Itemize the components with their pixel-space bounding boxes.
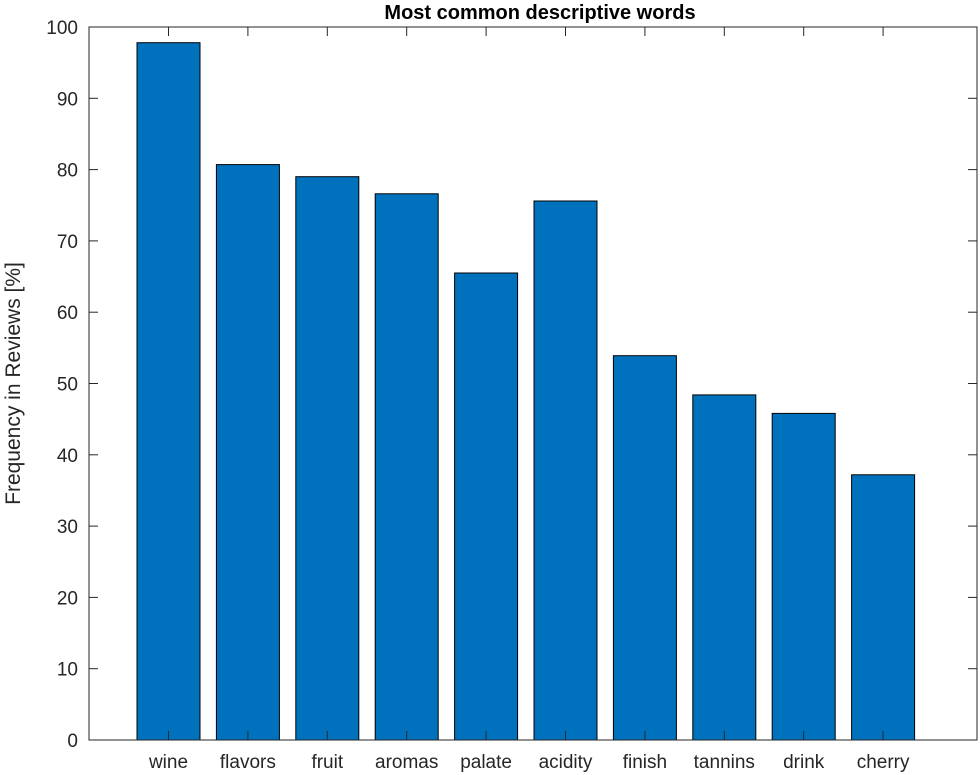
bar-flavors <box>215 164 280 741</box>
y-tick-label: 80 <box>57 161 78 182</box>
ticks-group: 0 10 20 30 40 50 60 70 80 90 100 wine flavors fruit ar… <box>46 18 977 773</box>
y-tick-label: 90 <box>57 89 78 110</box>
bar-finish <box>612 355 677 741</box>
chart-title: Most common descriptive words <box>384 2 695 24</box>
x-tick-label-fruit: fruit <box>311 752 343 773</box>
x-tick-label-finish: finish <box>623 752 667 773</box>
bar-acidity <box>533 200 598 741</box>
bar-drink <box>771 412 836 741</box>
y-tick-label: 30 <box>57 517 78 538</box>
y-tick-label: 60 <box>57 303 78 324</box>
bar-cherry <box>851 474 916 741</box>
x-tick-label-aromas: aromas <box>375 752 438 773</box>
bar-tannins <box>692 394 757 741</box>
y-tick-label: 100 <box>46 18 78 39</box>
x-tick-label-palate: palate <box>460 752 512 773</box>
x-tick-label-drink: drink <box>783 752 825 773</box>
x-tick-label-cherry: cherry <box>857 752 910 773</box>
x-tick-label-wine: wine <box>148 752 188 773</box>
y-tick-label: 70 <box>57 232 78 253</box>
x-tick-label-tannins: tannins <box>694 752 755 773</box>
bar-palate <box>454 272 519 741</box>
x-tick-label-flavors: flavors <box>220 752 276 773</box>
y-tick-label: 40 <box>57 446 78 467</box>
y-axis-label: Frequency in Reviews [%] <box>2 262 25 505</box>
bar-aromas <box>374 193 439 741</box>
bars-group <box>136 42 916 741</box>
x-tick-label-acidity: acidity <box>539 752 593 773</box>
y-tick-label: 10 <box>57 660 78 681</box>
y-tick-label: 0 <box>67 731 78 752</box>
bar-fruit <box>295 176 360 741</box>
bar-wine <box>136 42 201 741</box>
y-tick-label: 20 <box>57 588 78 609</box>
y-tick-label: 50 <box>57 375 78 396</box>
